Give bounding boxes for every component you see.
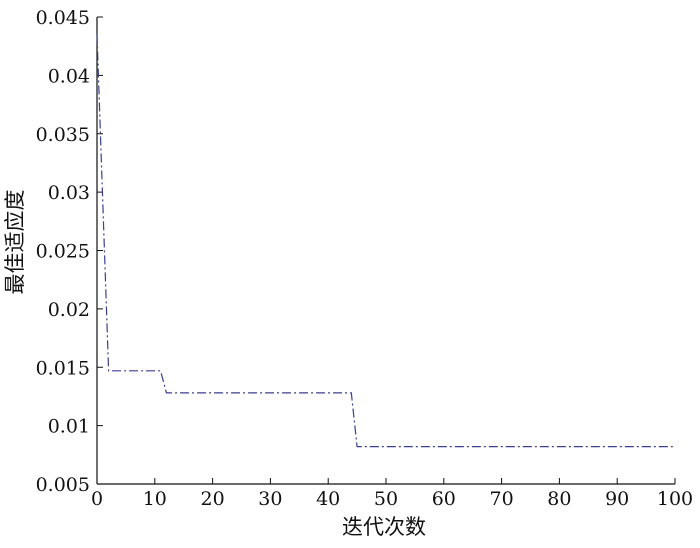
x-tick-label: 20 (201, 488, 225, 510)
y-tick-label: 0.045 (36, 7, 90, 29)
x-tick-label: 70 (490, 488, 514, 510)
y-tick-label: 0.02 (48, 299, 90, 321)
x-tick-label: 10 (143, 488, 167, 510)
x-tick-label: 100 (657, 488, 693, 510)
series-layer (96, 34, 675, 448)
x-tick-label: 50 (374, 488, 398, 510)
y-tick-label: 0.01 (48, 416, 90, 438)
series-line (96, 34, 675, 448)
y-tick-label: 0.035 (36, 124, 90, 146)
y-tick-label: 0.025 (36, 241, 90, 263)
y-tick-label: 0.03 (48, 182, 90, 204)
x-tick-label: 80 (547, 488, 571, 510)
ticks: 0 10 20 30 40 50 60 70 80 90 100 0.005 0.01 0.015 0.02… (36, 7, 694, 510)
y-tick-label: 0.015 (36, 357, 90, 379)
y-axis-label: 最佳适应度 (3, 190, 27, 295)
x-tick-label: 40 (316, 488, 340, 510)
x-tick-label: 30 (258, 488, 282, 510)
x-tick-label: 0 (91, 488, 103, 510)
x-tick-label: 60 (432, 488, 456, 510)
axes (96, 17, 675, 485)
x-tick-label: 90 (605, 488, 629, 510)
x-axis-label: 迭代次数 (342, 515, 426, 539)
y-tick-label: 0.04 (48, 65, 90, 87)
y-tick-label: 0.005 (36, 474, 90, 496)
